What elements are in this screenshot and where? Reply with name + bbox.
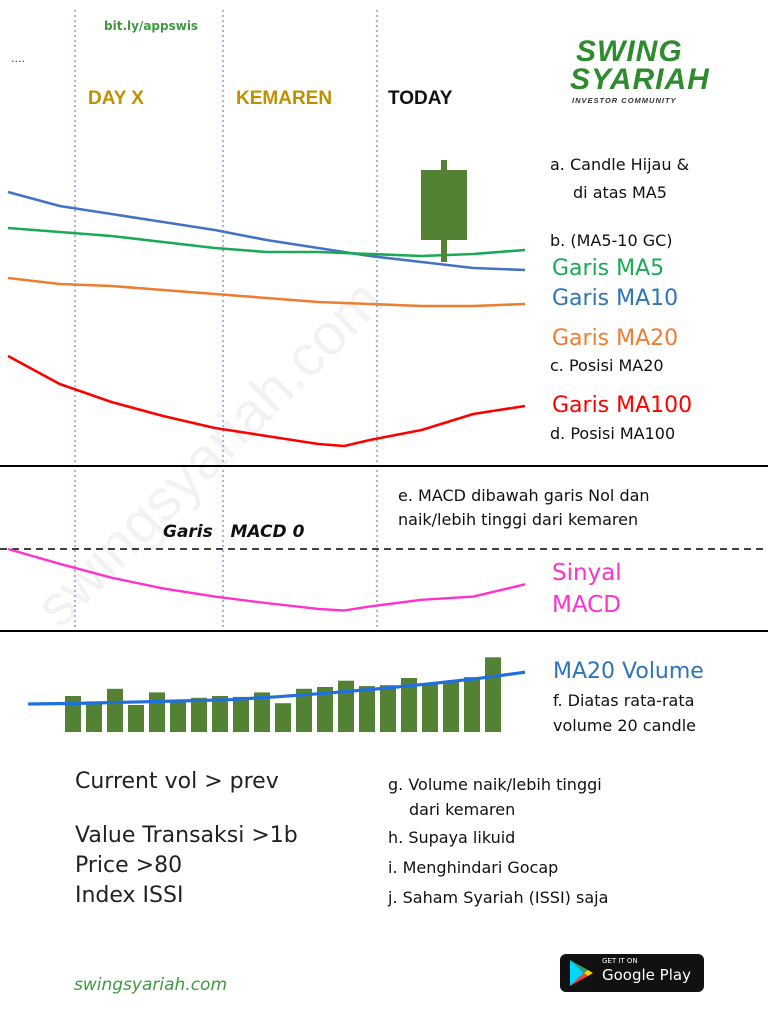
volume-bar-17 (422, 684, 438, 732)
criteria-4: Index ISSI (75, 883, 184, 908)
note-a2: di atas MA5 (573, 183, 667, 202)
volume-bar-16 (401, 678, 417, 732)
volume-bar-8 (233, 696, 249, 732)
volume-bar-18 (443, 680, 459, 732)
brand-line1: SWING (576, 35, 683, 68)
volume-bar-10 (275, 703, 291, 732)
volume-bar-19 (464, 677, 480, 732)
note-a1: a. Candle Hijau & (550, 155, 690, 174)
note-j: j. Saham Syariah (ISSI) saja (388, 888, 609, 907)
note-g2: dari kemaren (409, 800, 516, 819)
volume-bar-12 (317, 687, 333, 732)
note-d: d. Posisi MA100 (550, 424, 676, 443)
play-store-icon (570, 960, 593, 986)
volume-bar-4 (149, 692, 165, 732)
volume-bar-15 (380, 685, 396, 732)
criteria-3: Price >80 (75, 853, 183, 878)
volume-ma20-line (27, 670, 526, 706)
note-e1: e. MACD dibawah garis Nol dan (398, 486, 650, 505)
legend-ma10: Garis MA10 (552, 286, 679, 311)
price-series-line-1 (7, 226, 526, 258)
price-series-line-3 (7, 354, 526, 448)
legend-ma5: Garis MA5 (552, 256, 665, 281)
volume-bar-3 (128, 705, 144, 732)
note-f2: volume 20 candle (553, 716, 696, 735)
column-today: TODAY (388, 88, 453, 109)
column-kemaren: KEMAREN (236, 88, 333, 109)
brand-logo: SWING SYARIAH INVESTOR COMMUNITY (570, 35, 710, 106)
legend-signal-2: MACD (552, 592, 621, 618)
panel-dividers (0, 465, 768, 632)
note-c: c. Posisi MA20 (550, 356, 664, 375)
day-separators (74, 10, 378, 628)
price-series-line-2 (7, 276, 526, 308)
note-i: i. Menghindari Gocap (388, 858, 559, 877)
volume-panel (65, 657, 501, 732)
legend-ma100: Garis MA100 (552, 393, 693, 418)
volume-bar-7 (212, 696, 228, 732)
footer-url[interactable]: swingsyariah.com (74, 975, 227, 995)
watermark: swingsyariah.com (23, 267, 395, 639)
legend-ma20: Garis MA20 (552, 326, 679, 351)
short-link[interactable]: bit.ly/appswis (104, 19, 199, 33)
volume-bar-14 (359, 686, 375, 732)
note-f1: f. Diatas rata-rata (553, 691, 695, 710)
criteria-2: Value Transaksi >1b (75, 823, 298, 848)
price-series-line-0 (7, 190, 526, 272)
legend-signal-1: Sinyal (552, 560, 622, 586)
brand-line2: SYARIAH (570, 63, 710, 96)
note-g1: g. Volume naik/lebih tinggi (388, 775, 602, 794)
macd-signal-line-0 (7, 547, 526, 612)
google-play-badge[interactable]: GET IT ON Google Play (560, 954, 704, 992)
volume-bar-6 (191, 697, 207, 732)
store-big-label: Google Play (602, 966, 691, 984)
note-h: h. Supaya likuid (388, 828, 516, 847)
volume-bar-20 (485, 657, 501, 732)
price-panel (7, 190, 526, 448)
top-dots: .... (11, 52, 25, 65)
volume-bar-9 (254, 692, 270, 732)
criteria-1: Current vol > prev (75, 769, 279, 794)
note-e2: naik/lebih tinggi dari kemaren (398, 510, 639, 529)
note-b: b. (MA5-10 GC) (550, 231, 673, 250)
volume-bar-5 (170, 701, 186, 732)
candle-body (421, 170, 467, 240)
volume-ma-line (27, 670, 526, 706)
volume-bar-13 (338, 680, 354, 732)
macd-zero-label: Garis MACD 0 (163, 522, 305, 542)
brand-tagline: INVESTOR COMMUNITY (572, 96, 677, 105)
macd-panel (7, 547, 526, 612)
volume-bar-2 (107, 688, 123, 732)
volume-bar-1 (86, 701, 102, 732)
volume-bar-0 (65, 696, 81, 732)
column-day-x: DAY X (88, 88, 144, 109)
store-small-label: GET IT ON (602, 957, 638, 965)
volume-bar-11 (296, 688, 312, 732)
today-candle (421, 160, 467, 262)
legend-vol-ma: MA20 Volume (553, 659, 704, 684)
